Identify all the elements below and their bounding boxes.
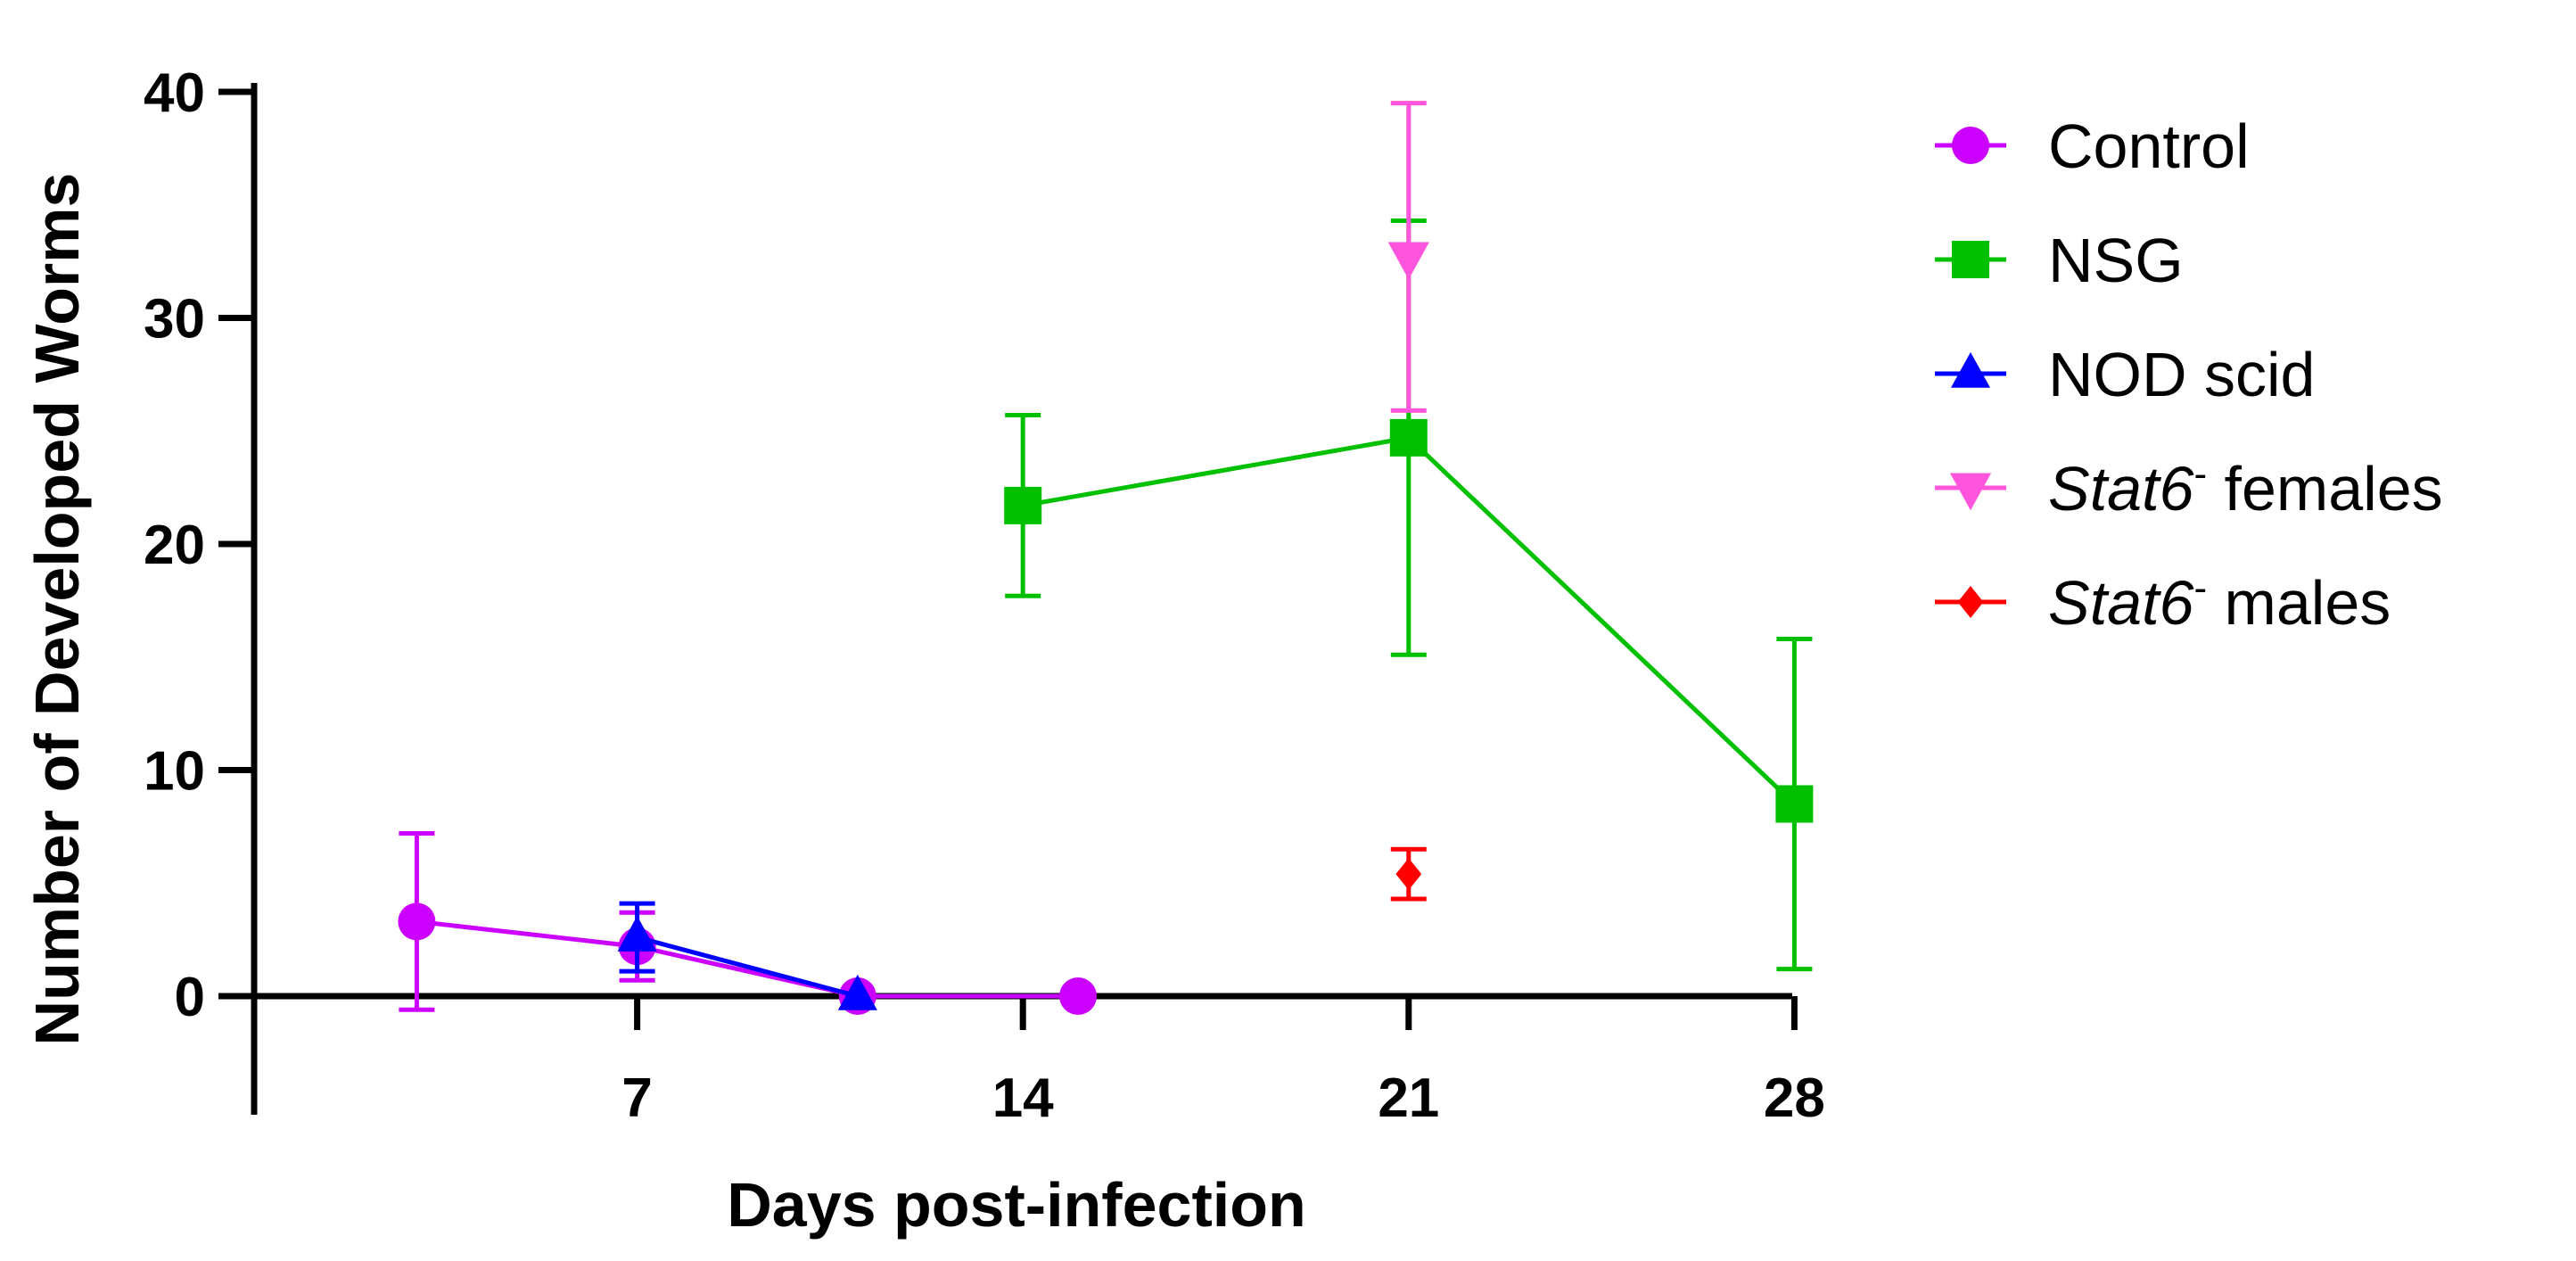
legend-label: Stat6- males (2048, 566, 2391, 638)
x-tick-label: 14 (992, 1067, 1054, 1129)
y-tick-label: 0 (175, 967, 205, 1028)
data-point (1059, 977, 1097, 1015)
legend-label: Stat6- females (2048, 452, 2443, 523)
legend-marker (1950, 351, 1991, 388)
axes (251, 83, 1792, 1115)
y-tick-label: 10 (144, 741, 205, 803)
data-point (1004, 486, 1042, 524)
x-tick-label: 21 (1378, 1067, 1439, 1129)
legend-label: NOD scid (2048, 340, 2315, 409)
series-0 (398, 830, 1097, 1015)
series-4 (1390, 846, 1427, 902)
series-2 (617, 901, 877, 1010)
data-point (837, 974, 877, 1010)
y-tick-label: 40 (144, 62, 205, 124)
y-axis-title: Number of Developed Worms (22, 173, 92, 1046)
legend-marker (1952, 127, 1989, 164)
data-series (398, 101, 1814, 1015)
series-3 (1387, 101, 1429, 413)
legend-item: NOD scid (1935, 340, 2315, 409)
data-point (617, 915, 657, 952)
series-line (416, 919, 1078, 999)
legend-marker (1949, 473, 1992, 511)
legend-item: Control (1935, 111, 2250, 181)
x-axis-title: Days post-infection (727, 1170, 1306, 1240)
axis-ticks: 0 10 20 30 40 7 14 21 28 (144, 62, 1825, 1129)
data-point (1387, 242, 1429, 280)
legend-marker (1957, 586, 1984, 618)
data-point (398, 902, 436, 941)
x-tick-label: 28 (1764, 1067, 1825, 1129)
legend-label: Control (2048, 111, 2250, 181)
legend-label: NSG (2048, 226, 2184, 295)
legend-label-rest: females (2207, 454, 2443, 523)
legend-label-rest: males (2207, 568, 2391, 638)
x-tick-label: 7 (621, 1067, 652, 1129)
y-tick-label: 30 (144, 289, 205, 350)
legend-item: NSG (1935, 226, 2184, 295)
series-line (636, 935, 859, 999)
legend-label-sup: - (2193, 452, 2207, 496)
data-point (1395, 858, 1422, 891)
legend-marker (1952, 241, 1989, 278)
data-point (1775, 785, 1814, 823)
legend-item: Stat6- females (1935, 452, 2443, 523)
data-point (1389, 418, 1428, 457)
legend-label-italic: Stat6 (2048, 454, 2194, 523)
legend-label-sup: - (2193, 566, 2207, 610)
legend-label-italic: Stat6 (2048, 568, 2194, 638)
y-tick-label: 20 (144, 515, 205, 576)
legend-item: Stat6- males (1935, 566, 2391, 638)
